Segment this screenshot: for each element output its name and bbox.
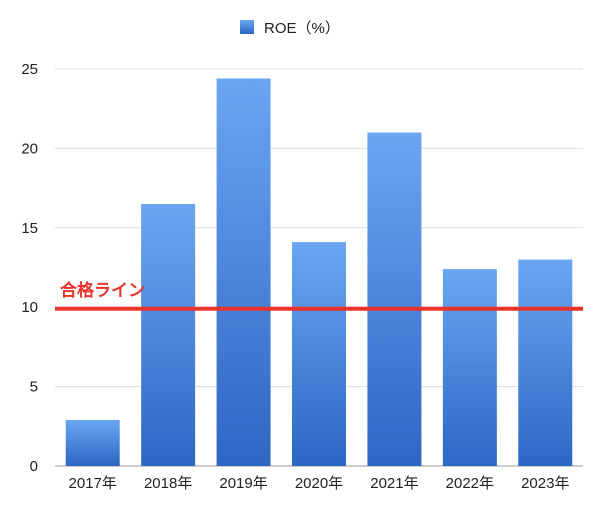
bar [141, 203, 196, 467]
y-tick-label: 5 [30, 379, 38, 396]
y-tick-label: 25 [21, 61, 38, 78]
y-tick-label: 15 [21, 220, 38, 237]
y-tick-label: 10 [21, 299, 38, 316]
legend-label: ROE（%） [264, 20, 340, 37]
x-tick-label: 2021年 [370, 475, 418, 492]
y-axis: 0 5 10 15 20 25 [21, 61, 38, 475]
bar [442, 269, 497, 466]
bar [216, 78, 271, 466]
x-tick-label: 2022年 [446, 475, 494, 492]
legend: ROE（%） [240, 20, 340, 37]
bars [65, 78, 573, 467]
x-tick-label: 2019年 [219, 475, 267, 492]
bar [367, 132, 422, 466]
reference-line-label: 合格ライン [60, 280, 145, 301]
legend-swatch [240, 20, 254, 34]
x-tick-label: 2017年 [69, 475, 117, 492]
y-tick-label: 0 [30, 458, 38, 475]
bar [65, 419, 120, 466]
bar [292, 242, 346, 466]
y-tick-label: 20 [21, 140, 38, 157]
x-axis: 2017年 2018年 2019年 2020年 2021年 2022年 2023年 [69, 475, 570, 492]
bar [518, 259, 573, 466]
x-tick-label: 2023年 [521, 475, 569, 492]
reference-line: 合格ライン [55, 280, 583, 311]
x-tick-label: 2018年 [144, 475, 192, 492]
x-tick-label: 2020年 [295, 475, 343, 492]
